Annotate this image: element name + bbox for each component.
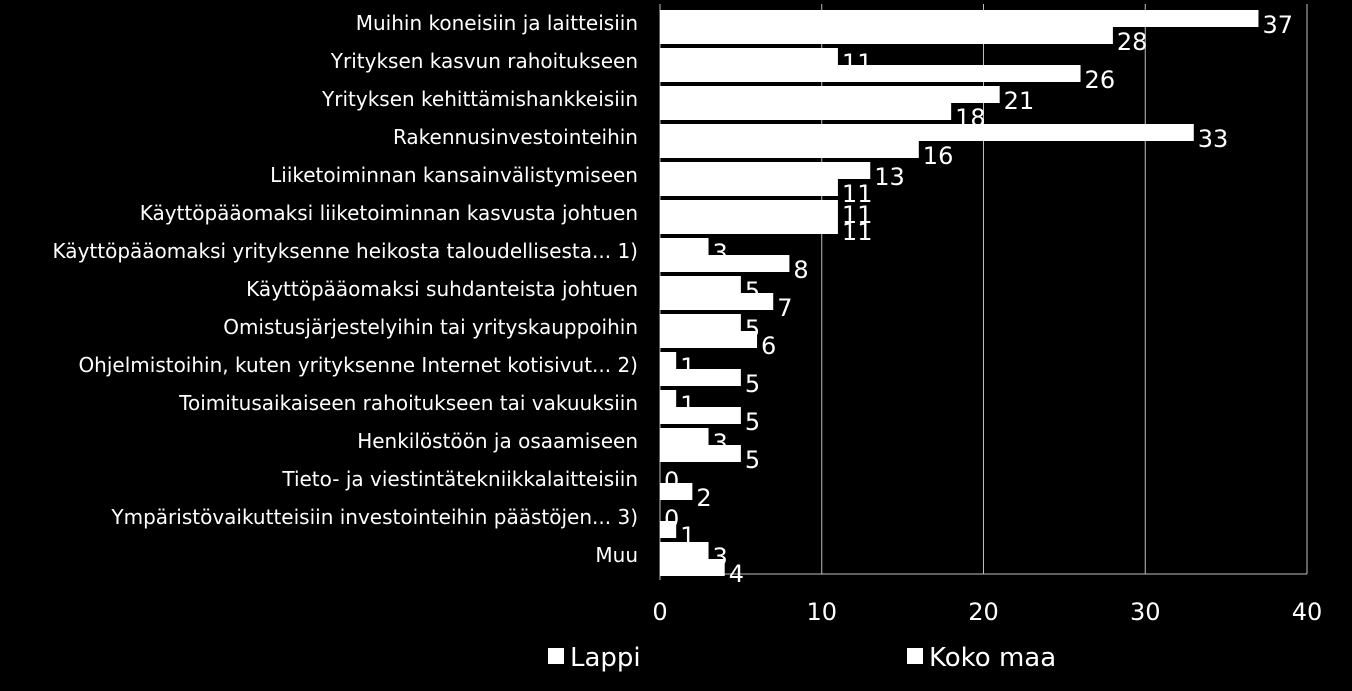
bar-lappi	[660, 276, 741, 293]
data-label: 16	[923, 142, 954, 170]
data-label: 33	[1198, 125, 1229, 153]
bar-koko-maa	[660, 521, 677, 538]
bar-lappi	[660, 86, 1000, 103]
category-label: Omistusjärjestelyihin tai yrityskauppoih…	[223, 315, 638, 339]
bar-lappi	[660, 542, 709, 559]
data-label: 6	[761, 332, 776, 360]
category-label: Yrityksen kehittämishankkeisiin	[321, 87, 638, 111]
x-tick-label: 0	[652, 598, 667, 626]
x-tick-label: 20	[968, 598, 999, 626]
category-label: Henkilöstöön ja osaamiseen	[357, 429, 638, 453]
data-label: 7	[777, 294, 792, 322]
data-label: 11	[842, 218, 873, 246]
data-label: 28	[1117, 28, 1148, 56]
x-tick-label: 40	[1292, 598, 1323, 626]
category-label: Muihin koneisiin ja laitteisiin	[356, 11, 638, 35]
data-label: 5	[745, 446, 760, 474]
legend-label: Koko maa	[929, 643, 1056, 673]
bar-lappi	[660, 352, 677, 369]
bar-koko-maa	[660, 369, 741, 386]
category-label: Muu	[595, 543, 638, 567]
data-label: 26	[1085, 66, 1116, 94]
bar-lappi	[660, 390, 677, 407]
bar-koko-maa	[660, 483, 693, 500]
bar-koko-maa	[660, 27, 1113, 44]
data-label: 5	[745, 370, 760, 398]
category-label: Käyttöpääomaksi liiketoiminnan kasvusta …	[140, 201, 638, 225]
category-label: Yrityksen kasvun rahoitukseen	[330, 49, 638, 73]
bar-lappi	[660, 428, 709, 445]
bar-koko-maa	[660, 445, 741, 462]
bar-lappi	[660, 314, 741, 331]
bar-koko-maa	[660, 293, 774, 310]
bar-lappi	[660, 10, 1259, 27]
data-label: 8	[793, 256, 808, 284]
category-label: Liiketoiminnan kansainvälistymiseen	[270, 163, 638, 187]
bar-koko-maa	[660, 255, 790, 272]
x-tick-label: 30	[1130, 598, 1161, 626]
data-label: 21	[1004, 87, 1035, 115]
bar-lappi	[660, 200, 838, 217]
x-tick-label: 10	[806, 598, 837, 626]
bar-lappi	[660, 48, 838, 65]
bar-koko-maa	[660, 331, 758, 348]
data-label: 13	[874, 163, 905, 191]
bar-koko-maa	[660, 559, 725, 576]
bar-koko-maa	[660, 179, 838, 196]
data-label: 11	[842, 180, 873, 208]
data-label: 2	[696, 484, 711, 512]
category-label: Ympäristövaikutteisiin investointeihin p…	[110, 505, 638, 529]
bar-koko-maa	[660, 141, 919, 158]
bar-koko-maa	[660, 407, 741, 424]
category-label: Tieto- ja viestintätekniikkalaitteisiin	[281, 467, 638, 491]
category-label: Ohjelmistoihin, kuten yrityksenne Intern…	[78, 353, 638, 377]
bar-koko-maa	[660, 217, 838, 234]
category-label: Käyttöpääomaksi yrityksenne heikosta tal…	[53, 239, 638, 263]
legend-label: Lappi	[570, 643, 641, 673]
category-label: Rakennusinvestointeihin	[393, 125, 638, 149]
bar-koko-maa	[660, 65, 1081, 82]
bar-lappi	[660, 238, 709, 255]
data-label: 4	[729, 560, 744, 588]
data-label: 5	[745, 408, 760, 436]
bar-lappi	[660, 162, 871, 179]
data-label: 37	[1262, 11, 1293, 39]
bar-lappi	[660, 124, 1194, 141]
legend-swatch	[548, 648, 564, 664]
category-label: Käyttöpääomaksi suhdanteista johtuen	[246, 277, 638, 301]
legend-swatch	[907, 648, 923, 664]
category-label: Toimitusaikaiseen rahoitukseen tai vakuu…	[178, 391, 638, 415]
bar-koko-maa	[660, 103, 952, 120]
data-label: 11	[842, 201, 873, 229]
